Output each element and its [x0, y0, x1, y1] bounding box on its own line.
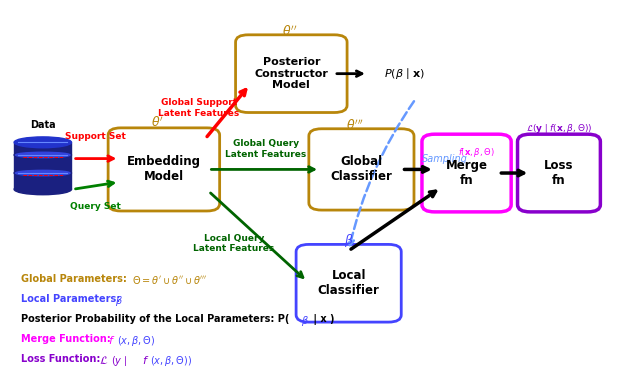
Text: Local Query
Latent Features: Local Query Latent Features [193, 234, 275, 253]
FancyBboxPatch shape [296, 244, 401, 322]
Text: $\beta$: $\beta$ [115, 294, 123, 308]
Text: $\mathcal{L}(\mathbf{y} \mid f(\mathbf{x},\beta,\Theta))$: $\mathcal{L}(\mathbf{y} \mid f(\mathbf{x… [525, 122, 592, 135]
Ellipse shape [14, 151, 72, 160]
Text: Loss Function:: Loss Function: [20, 354, 103, 364]
Text: $(y \mid $: $(y \mid $ [111, 354, 127, 368]
Text: Posterior
Constructor
Model: Posterior Constructor Model [254, 57, 328, 90]
Text: $\beta$: $\beta$ [301, 314, 309, 328]
FancyBboxPatch shape [422, 134, 511, 212]
Text: Merge Function:: Merge Function: [20, 334, 114, 344]
Text: Support Set: Support Set [65, 131, 126, 141]
Text: Global Support
Latent Features: Global Support Latent Features [158, 98, 239, 118]
Text: Global Parameters:: Global Parameters: [20, 274, 130, 284]
FancyBboxPatch shape [236, 35, 347, 112]
Ellipse shape [15, 170, 70, 176]
Text: $\theta^{\prime\prime\prime}$: $\theta^{\prime\prime\prime}$ [346, 119, 364, 133]
Text: Global
Classifier: Global Classifier [330, 155, 392, 183]
Text: Sampling: Sampling [422, 154, 468, 164]
Ellipse shape [14, 137, 72, 148]
Text: Posterior Probability of the Local Parameters: P(: Posterior Probability of the Local Param… [20, 314, 289, 324]
Text: Query Set: Query Set [70, 202, 121, 211]
Text: $f$: $f$ [108, 334, 116, 346]
Text: $\theta'$: $\theta'$ [151, 115, 164, 130]
Ellipse shape [15, 152, 70, 158]
FancyBboxPatch shape [309, 129, 414, 210]
Text: Loss
fn: Loss fn [544, 159, 573, 187]
Text: Local Parameters:: Local Parameters: [20, 294, 123, 304]
Text: $\theta^{\prime\prime}$: $\theta^{\prime\prime}$ [282, 25, 298, 39]
Text: | x ): | x ) [310, 314, 335, 325]
Text: $f$: $f$ [141, 354, 149, 366]
Text: $(x, \beta, \Theta)$: $(x, \beta, \Theta)$ [117, 334, 156, 348]
Text: Local
Classifier: Local Classifier [317, 269, 380, 297]
Text: Merge
fn: Merge fn [445, 159, 488, 187]
Text: $\beta$: $\beta$ [344, 232, 353, 249]
Text: $(x, \beta, \Theta))$: $(x, \beta, \Theta))$ [150, 354, 193, 368]
FancyBboxPatch shape [518, 134, 600, 212]
Text: $P(\beta \mid \mathbf{x})$: $P(\beta \mid \mathbf{x})$ [384, 66, 424, 81]
FancyBboxPatch shape [108, 128, 220, 211]
Text: Global Query
Latent Features: Global Query Latent Features [225, 139, 307, 158]
Text: Embedding
Model: Embedding Model [127, 155, 201, 183]
Text: $\mathcal{L}$: $\mathcal{L}$ [99, 354, 108, 366]
Bar [14, 142, 72, 189]
Ellipse shape [14, 168, 72, 178]
Text: $f(\mathbf{x},\beta,\Theta)$: $f(\mathbf{x},\beta,\Theta)$ [458, 145, 495, 158]
Ellipse shape [14, 184, 72, 195]
Text: Data: Data [30, 120, 56, 130]
Text: $\Theta = \theta^{\prime} \cup \theta^{\prime\prime} \cup \theta^{\prime\prime\p: $\Theta = \theta^{\prime} \cup \theta^{\… [132, 274, 207, 286]
